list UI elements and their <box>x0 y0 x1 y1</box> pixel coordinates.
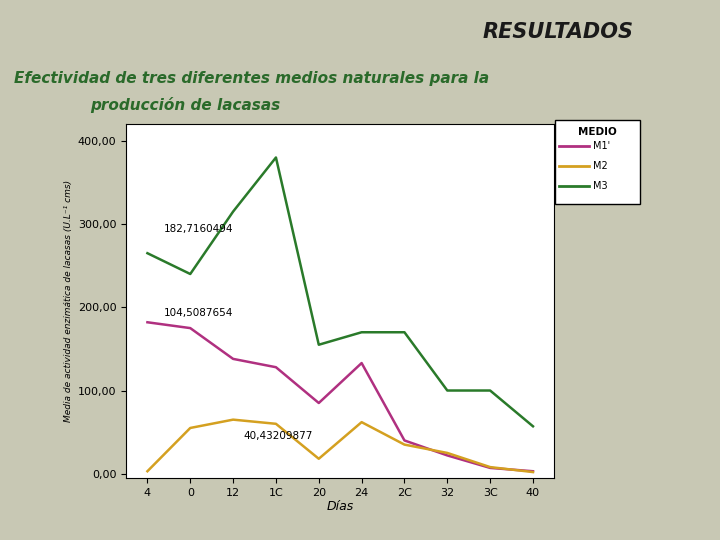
Text: MEDIO: MEDIO <box>578 127 617 138</box>
Text: M1': M1' <box>593 141 611 151</box>
X-axis label: Días: Días <box>327 501 354 514</box>
Y-axis label: Media de actividad enzimática de lacasas (U.L⁻¹ cms): Media de actividad enzimática de lacasas… <box>65 180 73 422</box>
Text: 104,5087654: 104,5087654 <box>163 308 233 318</box>
Text: 40,43209877: 40,43209877 <box>244 431 313 441</box>
Text: RESULTADOS: RESULTADOS <box>482 22 634 43</box>
Text: M3: M3 <box>593 181 608 191</box>
Text: M2: M2 <box>593 161 608 171</box>
Text: Efectividad de tres diferentes medios naturales para la: Efectividad de tres diferentes medios na… <box>14 71 490 86</box>
FancyBboxPatch shape <box>555 120 640 204</box>
Text: producción de lacasas: producción de lacasas <box>90 97 280 113</box>
Text: 182,7160494: 182,7160494 <box>163 225 233 234</box>
